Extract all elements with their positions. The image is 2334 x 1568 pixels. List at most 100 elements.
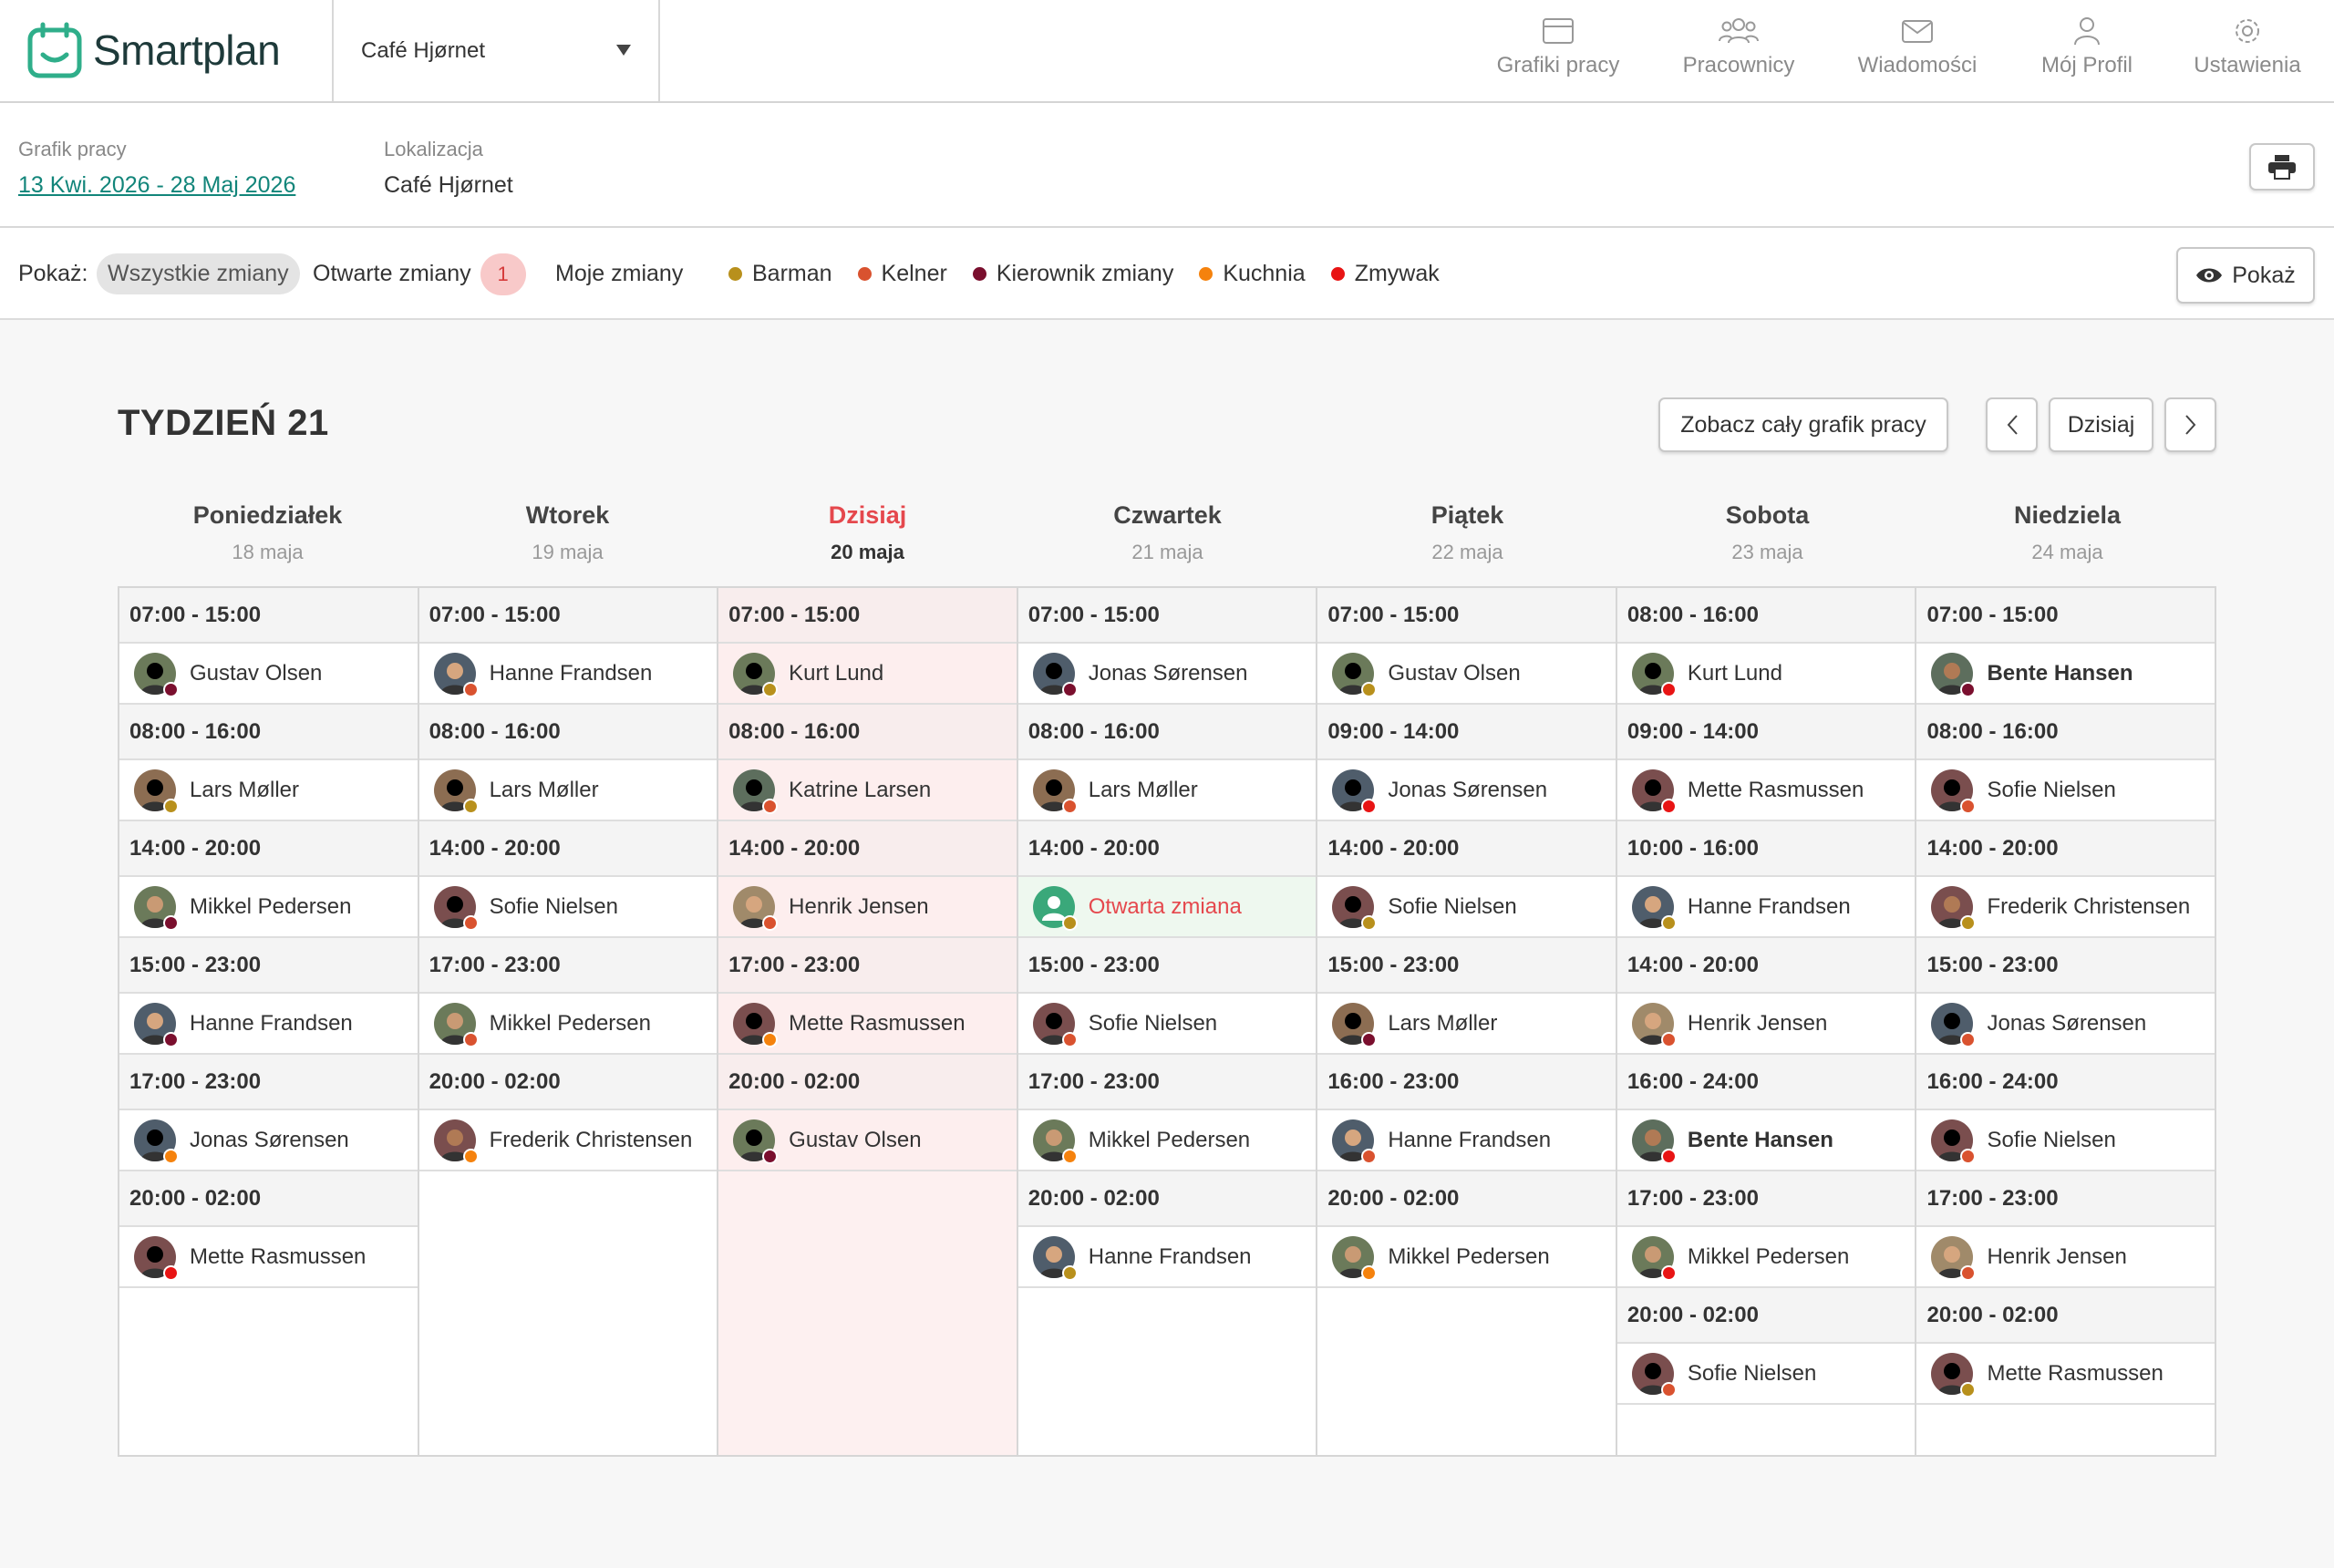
- open-count-badge: 1: [480, 253, 526, 295]
- shift-person[interactable]: Mikkel Pedersen: [1616, 1227, 1916, 1288]
- shift-person[interactable]: Sofie Nielsen: [1916, 1110, 2215, 1171]
- filter-option-label[interactable]: Moje zmiany: [555, 261, 684, 286]
- shift-time: 15:00 - 23:00: [119, 938, 418, 994]
- shift-person[interactable]: Henrik Jensen: [718, 877, 1017, 938]
- shift-person[interactable]: Bente Hansen: [1616, 1110, 1916, 1171]
- shift-person[interactable]: Lars Møller: [418, 760, 718, 821]
- shift-person[interactable]: Lars Møller: [119, 760, 418, 821]
- nav-label[interactable]: Mój Profil: [2040, 53, 2133, 77]
- shift-time: 14:00 - 20:00: [1017, 821, 1317, 877]
- filter-option[interactable]: Moje zmiany: [555, 228, 683, 320]
- legend-dot: [972, 267, 986, 281]
- shift-person[interactable]: Kurt Lund: [718, 644, 1017, 705]
- nav-item[interactable]: Grafiki pracy: [1481, 13, 1636, 78]
- avatar: [134, 1002, 179, 1047]
- shift-person[interactable]: Jonas Sørensen: [1017, 644, 1317, 705]
- shift-person[interactable]: Gustav Olsen: [718, 1110, 1017, 1171]
- shift-time: 14:00 - 20:00: [119, 821, 418, 877]
- divider: [332, 0, 334, 101]
- shift-person[interactable]: Jonas Sørensen: [119, 1110, 418, 1171]
- shift-person[interactable]: Otwarta zmiana: [1017, 877, 1317, 938]
- today-label[interactable]: Dzisiaj: [2067, 411, 2135, 438]
- role-dot: [1960, 1148, 1977, 1164]
- dropdown-arrow[interactable]: [616, 45, 631, 56]
- nav-label[interactable]: Wiadomości: [1857, 53, 1978, 77]
- avatar: [1032, 769, 1078, 814]
- shift-person[interactable]: Lars Møller: [1317, 994, 1616, 1055]
- shift-person[interactable]: Kurt Lund: [1616, 644, 1916, 705]
- filter-option[interactable]: Otwarte zmiany 1: [313, 228, 526, 320]
- nav-item[interactable]: Ustawienia: [2170, 13, 2325, 78]
- shift-person[interactable]: Sofie Nielsen: [418, 877, 718, 938]
- filter-option-label[interactable]: Otwarte zmiany: [313, 261, 471, 286]
- shift-person[interactable]: Lars Møller: [1017, 760, 1317, 821]
- shift-person[interactable]: Sofie Nielsen: [1017, 994, 1317, 1055]
- shift-person[interactable]: Jonas Sørensen: [1317, 760, 1616, 821]
- view-all-button[interactable]: Zobacz cały grafik pracy: [1658, 397, 1948, 452]
- avatar: [1931, 1235, 1977, 1281]
- avatar: [433, 1119, 479, 1164]
- shift-person[interactable]: Mette Rasmussen: [119, 1227, 418, 1288]
- shift-person[interactable]: Bente Hansen: [1916, 644, 2215, 705]
- shift-time: 07:00 - 15:00: [418, 588, 718, 644]
- shift-person[interactable]: Mette Rasmussen: [718, 994, 1017, 1055]
- person-name: Sofie Nielsen: [1388, 893, 1517, 919]
- shift-person[interactable]: Gustav Olsen: [1317, 644, 1616, 705]
- shift-person[interactable]: Mikkel Pedersen: [1017, 1110, 1317, 1171]
- show-button[interactable]: Pokaż: [2176, 247, 2315, 304]
- nav-item[interactable]: Wiadomości: [1840, 13, 1995, 78]
- person-name: Gustav Olsen: [190, 660, 323, 686]
- shift-person[interactable]: Henrik Jensen: [1616, 994, 1916, 1055]
- date-range-link[interactable]: 13 Kwi. 2026 - 28 Maj 2026: [18, 172, 296, 198]
- view-all-label[interactable]: Zobacz cały grafik pracy: [1680, 411, 1926, 438]
- nav-label[interactable]: Ustawienia: [2194, 53, 2301, 77]
- shift-person[interactable]: Sofie Nielsen: [1317, 877, 1616, 938]
- shift-person[interactable]: Hanne Frandsen: [119, 994, 418, 1055]
- shift-person[interactable]: Mikkel Pedersen: [119, 877, 418, 938]
- prev-week-button[interactable]: [1986, 397, 2038, 452]
- shift-person[interactable]: Sofie Nielsen: [1616, 1344, 1916, 1405]
- shift-person[interactable]: Mette Rasmussen: [1916, 1344, 2215, 1405]
- role-dot: [163, 1031, 179, 1047]
- next-week-button[interactable]: [2164, 397, 2216, 452]
- role-dot: [1061, 681, 1078, 697]
- shift-person[interactable]: Hanne Frandsen: [1317, 1110, 1616, 1171]
- shift-person[interactable]: Hanne Frandsen: [1017, 1227, 1317, 1288]
- shift-person[interactable]: Henrik Jensen: [1916, 1227, 2215, 1288]
- today-button[interactable]: Dzisiaj: [2049, 397, 2153, 452]
- nav-label[interactable]: Grafiki pracy: [1496, 53, 1620, 77]
- person-name: Mikkel Pedersen: [1388, 1243, 1550, 1269]
- nav-item[interactable]: Mój Profil: [2009, 13, 2164, 78]
- shift-person[interactable]: Frederik Christensen: [418, 1110, 718, 1171]
- shift-person[interactable]: Katrine Larsen: [718, 760, 1017, 821]
- shift-person[interactable]: Hanne Frandsen: [418, 644, 718, 705]
- person-name: Hanne Frandsen: [190, 1010, 353, 1036]
- legend-item: Zmywak: [1330, 261, 1440, 287]
- shift-person[interactable]: Mikkel Pedersen: [418, 994, 718, 1055]
- nav-item[interactable]: Pracownicy: [1661, 13, 1816, 78]
- shift-person[interactable]: Sofie Nielsen: [1916, 760, 2215, 821]
- show-button-label[interactable]: Pokaż: [2232, 262, 2296, 288]
- shift-time: 08:00 - 16:00: [1017, 705, 1317, 760]
- shift-person[interactable]: Gustav Olsen: [119, 644, 418, 705]
- shift-person[interactable]: Frederik Christensen: [1916, 877, 2215, 938]
- shift-person[interactable]: Jonas Sørensen: [1916, 994, 2215, 1055]
- person-name: Sofie Nielsen: [489, 893, 618, 919]
- shift-person[interactable]: Mikkel Pedersen: [1317, 1227, 1616, 1288]
- shift-time: 14:00 - 20:00: [1916, 821, 2215, 877]
- person-name: Sofie Nielsen: [1987, 1127, 2116, 1152]
- role-dot: [1660, 681, 1677, 697]
- shift-person[interactable]: Mette Rasmussen: [1616, 760, 1916, 821]
- nav-label[interactable]: Pracownicy: [1682, 53, 1795, 77]
- shift-person[interactable]: Hanne Frandsen: [1616, 877, 1916, 938]
- legend-label: Kuchnia: [1223, 261, 1306, 286]
- person-name: Kurt Lund: [789, 660, 884, 686]
- filter-option[interactable]: Wszystkie zmiany: [97, 228, 300, 320]
- print-button[interactable]: [2249, 143, 2315, 191]
- avatar: [1931, 1119, 1977, 1164]
- filter-option-label[interactable]: Wszystkie zmiany: [97, 253, 300, 294]
- avatar: [1631, 1235, 1677, 1281]
- person-name: Mette Rasmussen: [190, 1243, 367, 1269]
- person-name: Sofie Nielsen: [1687, 1360, 1817, 1386]
- location-select[interactable]: Café Hjørnet: [361, 38, 486, 63]
